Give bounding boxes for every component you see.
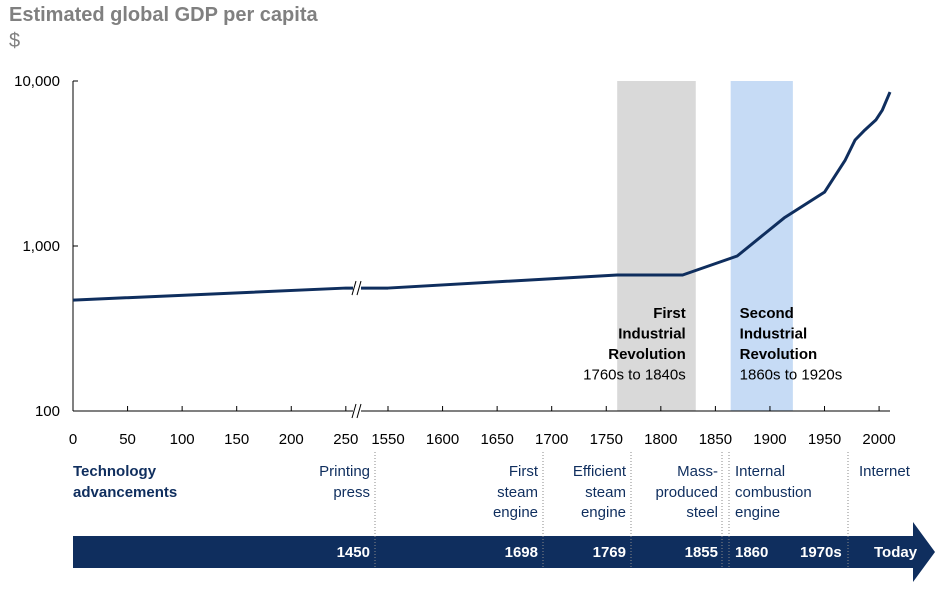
event-line: Printing	[319, 463, 370, 480]
event-internet: Internet	[859, 462, 910, 483]
axis-break-mark	[351, 280, 357, 296]
event-mass-produced-steel: Mass- produced steel	[655, 462, 718, 524]
period-label: Industrial	[618, 326, 686, 343]
axis-break-mark	[351, 403, 357, 419]
period-dates: 1860s to 1920s	[740, 367, 843, 384]
shaded-period-2	[730, 81, 793, 411]
x-tick-label: 150	[224, 431, 249, 448]
period-dates: 1760s to 1840s	[583, 367, 686, 384]
event-line: Mass-	[677, 463, 718, 480]
x-tick-label: 1550	[371, 431, 404, 448]
timeline-arrow	[73, 522, 935, 582]
event-line: Internal	[735, 463, 786, 480]
period-label: Revolution	[608, 346, 686, 363]
x-tick-label: 200	[279, 431, 304, 448]
event-line: engine	[492, 504, 538, 521]
event-line: steam	[585, 483, 626, 501]
x-tick-label: 1700	[535, 431, 568, 448]
event-line: engine	[735, 504, 781, 521]
heading-line: Technology	[73, 463, 157, 480]
x-tick-label: 100	[170, 431, 195, 448]
year-1970s: 1970s	[800, 544, 842, 561]
axis-break-gap	[353, 403, 361, 419]
period-label: Revolution	[740, 346, 818, 363]
event-line: combustion	[735, 483, 812, 501]
event-line: engine	[580, 504, 626, 521]
gdp-series-line	[72, 286, 353, 302]
x-tick-label: 1950	[808, 431, 841, 448]
event-line: First	[508, 463, 538, 480]
y-tick-label: 1,000	[22, 238, 60, 255]
y-tick-label: 100	[35, 403, 60, 420]
y-axis-unit: $	[9, 30, 21, 52]
event-efficient-steam-engine: Efficient steam engine	[573, 462, 626, 524]
axis-break-mark	[356, 403, 362, 419]
period-label: Industrial	[740, 326, 808, 343]
x-tick-label: 1850	[699, 431, 732, 448]
axis-break-gap	[353, 280, 361, 297]
year-1450: 1450	[336, 544, 370, 561]
chart-title: Estimated global GDP per capita	[9, 4, 318, 26]
event-first-steam-engine: First steam engine	[493, 462, 538, 524]
x-tick-label: 1600	[426, 431, 459, 448]
year-1860: 1860	[735, 544, 769, 561]
x-tick-label: 1650	[480, 431, 513, 448]
event-line: Efficient	[572, 463, 626, 480]
year-1769: 1769	[592, 544, 626, 561]
heading-line: advancements	[73, 483, 178, 501]
y-tick-label: 10,000	[14, 73, 60, 90]
x-tick-label: 1900	[753, 431, 786, 448]
event-line: steam	[497, 483, 538, 501]
year-1698: 1698	[504, 544, 538, 561]
year-today: Today	[874, 544, 918, 561]
event-printing-press: Printing press	[319, 462, 370, 503]
axis-break-mark	[356, 280, 362, 296]
x-tick-label: 1800	[644, 431, 677, 448]
period-label: Second	[740, 305, 794, 322]
timeline-heading: Technology advancements	[73, 462, 177, 503]
period-label: First	[653, 305, 686, 322]
event-line: Internet	[859, 463, 910, 480]
event-internal-combustion-engine: Internal combustion engine	[735, 462, 812, 524]
x-tick-label: 50	[119, 431, 136, 448]
event-line: produced	[655, 483, 718, 501]
event-line: press	[333, 483, 370, 501]
x-tick-label: 0	[69, 431, 77, 448]
x-tick-label: 2000	[862, 431, 895, 448]
x-tick-label: 1750	[590, 431, 623, 448]
x-tick-label: 250	[333, 431, 358, 448]
event-line: steel	[686, 504, 718, 521]
year-1855: 1855	[684, 544, 718, 561]
shaded-period-1	[617, 81, 696, 411]
